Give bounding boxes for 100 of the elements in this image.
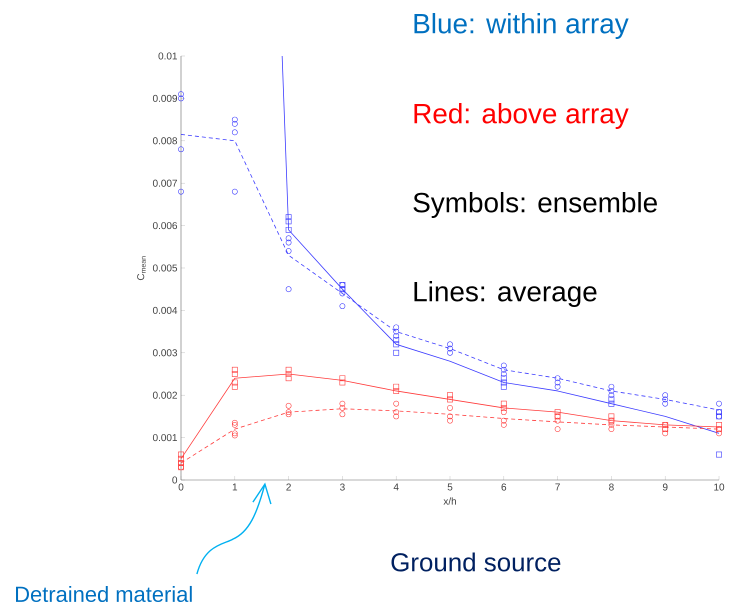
text: Detrained material xyxy=(16,586,192,602)
point xyxy=(286,240,292,246)
point xyxy=(178,146,184,152)
point xyxy=(286,409,292,416)
point xyxy=(340,411,346,418)
point xyxy=(393,413,400,420)
point xyxy=(286,235,292,242)
point xyxy=(286,375,292,382)
point xyxy=(178,95,184,102)
point xyxy=(447,346,453,352)
point xyxy=(447,350,453,356)
point xyxy=(716,430,722,436)
point xyxy=(178,452,184,458)
point xyxy=(232,371,238,377)
point xyxy=(447,418,453,424)
x-tick-label: 0 xyxy=(178,484,184,491)
point xyxy=(608,413,614,420)
y-tick-label: 0.003 xyxy=(152,349,178,356)
point xyxy=(232,430,238,436)
point xyxy=(716,400,722,407)
point xyxy=(608,426,614,432)
y-axis-title: C$_{mean}$ xyxy=(137,256,146,280)
point xyxy=(286,402,292,409)
point xyxy=(286,371,292,377)
text: Blue: within array xyxy=(414,13,629,39)
point xyxy=(608,422,614,428)
point xyxy=(232,422,238,428)
y-tick-label: 0.007 xyxy=(152,180,177,187)
x-tick-label: 2 xyxy=(286,484,291,490)
point xyxy=(178,456,184,462)
x-tick-label: 3 xyxy=(340,484,345,491)
point xyxy=(554,418,561,424)
point xyxy=(393,324,400,330)
point xyxy=(393,388,400,394)
point xyxy=(232,380,238,386)
point xyxy=(393,400,400,407)
point xyxy=(662,400,668,407)
point xyxy=(232,420,238,426)
point xyxy=(393,332,400,339)
point xyxy=(340,380,346,386)
y-tick-label: 0.005 xyxy=(152,264,178,272)
point xyxy=(608,400,614,407)
point xyxy=(500,405,507,411)
point xyxy=(232,188,238,195)
point xyxy=(447,341,453,348)
point xyxy=(662,396,668,402)
point xyxy=(340,290,346,296)
x-tick-label: 8 xyxy=(609,484,614,491)
point xyxy=(662,430,668,436)
point xyxy=(286,286,292,292)
point xyxy=(286,248,292,254)
x-tick-label: 1 xyxy=(232,484,238,490)
point xyxy=(662,392,668,398)
point xyxy=(393,337,400,343)
point xyxy=(608,388,614,394)
x-tick-label: 6 xyxy=(502,484,506,491)
point xyxy=(393,384,400,390)
point xyxy=(500,418,507,424)
point xyxy=(608,392,614,398)
x-tick-label: 10 xyxy=(714,484,724,491)
text: Ground source xyxy=(392,552,560,572)
point xyxy=(232,432,238,438)
point xyxy=(716,452,722,458)
y-tick-label: 0.009 xyxy=(152,94,178,102)
point xyxy=(178,188,184,195)
annotation: Lines: average xyxy=(414,281,596,307)
x-axis-title: x/h xyxy=(443,497,456,505)
point xyxy=(500,366,507,373)
y-tick-label: 0.006 xyxy=(152,222,178,230)
point xyxy=(554,375,561,382)
point xyxy=(554,409,561,416)
point xyxy=(393,328,400,334)
point xyxy=(232,384,238,390)
point xyxy=(178,91,184,98)
point xyxy=(393,350,400,356)
x-tick-label: 9 xyxy=(662,484,668,491)
point xyxy=(500,384,507,390)
annotation: Symbols: ensemble xyxy=(413,192,657,218)
point xyxy=(393,341,400,348)
point xyxy=(286,226,292,233)
y-tick-label: 0.01 xyxy=(158,52,177,60)
x-tick-label: 4 xyxy=(394,484,399,490)
y-tick-label: 0.002 xyxy=(152,392,177,399)
point xyxy=(554,426,561,432)
point xyxy=(286,366,292,373)
y-tick-label: 0.001 xyxy=(152,434,177,442)
x-tick-label: 7 xyxy=(555,484,560,490)
point xyxy=(232,366,238,373)
point xyxy=(500,380,507,386)
point xyxy=(500,422,507,428)
annotation: Red: above array xyxy=(414,103,629,129)
y-tick-label: 0.008 xyxy=(152,137,178,144)
x-tick-label: 5 xyxy=(448,484,452,490)
point xyxy=(393,409,400,416)
point xyxy=(340,375,346,382)
point xyxy=(500,375,507,382)
point xyxy=(232,116,238,122)
point xyxy=(500,400,507,407)
point xyxy=(554,384,561,390)
point xyxy=(500,371,507,377)
